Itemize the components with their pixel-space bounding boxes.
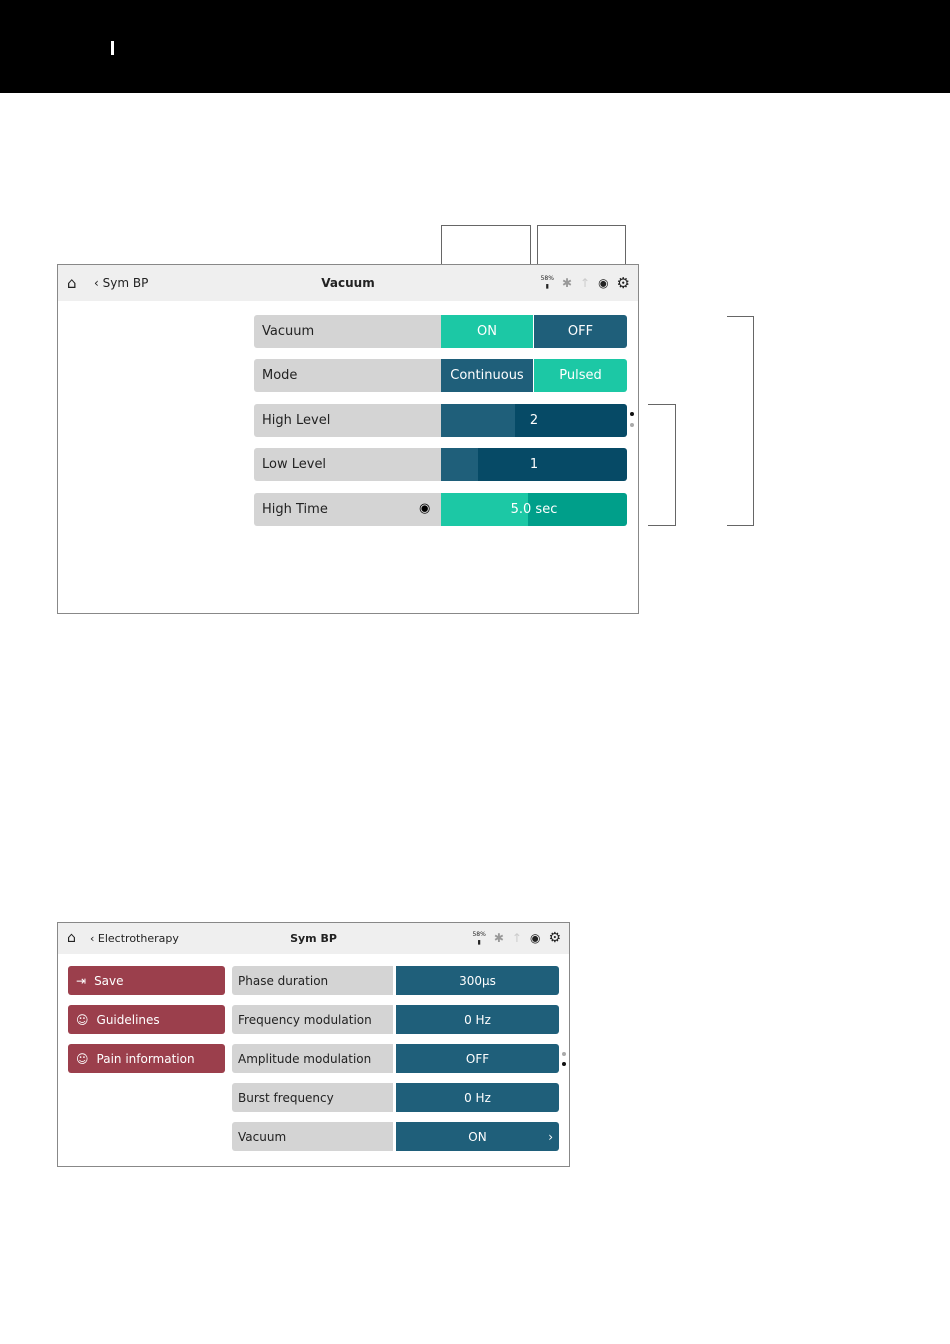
slider-value: 2 — [529, 413, 539, 428]
high-level-slider[interactable]: 2 — [441, 404, 627, 437]
row-label: Frequency modulation — [232, 1005, 393, 1034]
high-level-row: High Level 2 — [254, 404, 627, 437]
usb-icon: ↑ — [580, 276, 591, 290]
row-label: Vacuum — [232, 1122, 393, 1151]
gear-icon[interactable]: ⚙ — [616, 274, 630, 292]
annotation-bracket — [648, 525, 675, 526]
parameter-row: Frequency modulation 0 Hz — [232, 1005, 559, 1034]
slider-value: 5.0 sec — [510, 502, 558, 517]
bluetooth-icon: ✱ — [493, 931, 504, 945]
back-label: Electrotherapy — [97, 932, 179, 945]
low-level-slider[interactable]: 1 — [441, 448, 627, 481]
slider-fill — [441, 404, 516, 437]
page-dot[interactable] — [562, 1052, 566, 1056]
home-icon[interactable]: ⌂ — [67, 274, 77, 292]
annotation-line — [441, 225, 531, 226]
slider-fill — [441, 448, 479, 481]
parameter-value-button[interactable]: OFF — [396, 1044, 559, 1073]
annotation-bracket — [727, 316, 753, 317]
status-icons: 58% ▮ ✱ ↑ ◉ ⚙ — [472, 923, 561, 954]
header-bar: ⌂ ‹ Sym BP Vacuum 58% ▮ ✱ ↑ ◉ ⚙ — [58, 265, 638, 301]
guidelines-icon: ☺ — [76, 1012, 89, 1027]
vacuum-off-button[interactable]: OFF — [534, 315, 627, 348]
top-black-bar — [0, 0, 950, 93]
button-label: Guidelines — [96, 1012, 160, 1027]
bluetooth-icon: ✱ — [561, 276, 572, 290]
mode-continuous-button[interactable]: Continuous — [441, 359, 533, 392]
row-label: Vacuum — [254, 315, 441, 348]
page-title: Sym BP — [290, 932, 337, 945]
row-label: Low Level — [254, 448, 441, 481]
back-label: Sym BP — [102, 276, 149, 290]
guidelines-button[interactable]: ☺ Guidelines — [68, 1005, 225, 1034]
annotation-bracket — [753, 316, 754, 526]
back-link[interactable]: ‹ Electrotherapy — [90, 932, 179, 945]
mode-row: Mode Continuous Pulsed — [254, 359, 627, 392]
parameter-value-button[interactable]: 300µs — [396, 966, 559, 995]
low-level-row: Low Level 1 — [254, 448, 627, 481]
value-text: ON — [468, 1129, 487, 1144]
save-icon: ⇥ — [76, 973, 87, 988]
row-label: High Level — [254, 404, 441, 437]
status-icons: 58% ▮ ✱ ↑ ◉ ⚙ — [541, 265, 630, 301]
value-text: 300µs — [459, 973, 496, 988]
row-label: Burst frequency — [232, 1083, 393, 1112]
annotation-bracket — [727, 525, 753, 526]
row-label: Phase duration — [232, 966, 393, 995]
vacuum-toggle-row: Vacuum ON OFF — [254, 315, 627, 348]
text-cursor — [111, 41, 114, 55]
home-icon[interactable]: ⌂ — [67, 930, 76, 946]
vacuum-on-button[interactable]: ON — [441, 315, 533, 348]
high-time-row: High Time ◉ 5.0 sec — [254, 493, 627, 526]
battery-icon: 58% ▮ — [540, 275, 554, 290]
usb-icon: ↑ — [511, 931, 522, 945]
value-text: OFF — [465, 1051, 490, 1066]
battery-icon: 58% ▮ — [472, 930, 486, 946]
save-button[interactable]: ⇥ Save — [68, 966, 225, 995]
parameter-value-button[interactable]: ON › — [396, 1122, 559, 1151]
chevron-right-icon: › — [548, 1129, 553, 1144]
camera-icon[interactable]: ◉ — [529, 931, 541, 945]
back-link[interactable]: ‹ Sym BP — [94, 276, 149, 290]
parameter-value-button[interactable]: 0 Hz — [396, 1083, 559, 1112]
parameter-row: Amplitude modulation OFF — [232, 1044, 559, 1073]
slider-fill — [441, 493, 529, 526]
page-dot-active[interactable] — [630, 412, 634, 416]
parameter-row: Vacuum ON › — [232, 1122, 559, 1151]
annotation-line — [537, 225, 538, 295]
high-time-slider[interactable]: 5.0 sec — [441, 493, 627, 526]
annotation-bracket — [675, 404, 676, 526]
mode-pulsed-button[interactable]: Pulsed — [534, 359, 627, 392]
parameter-value-button[interactable]: 0 Hz — [396, 1005, 559, 1034]
camera-icon[interactable]: ◉ — [598, 276, 609, 290]
annotation-line — [537, 225, 626, 226]
button-label: Pain information — [96, 1051, 195, 1066]
row-label: Mode — [254, 359, 441, 392]
parameter-row: Burst frequency 0 Hz — [232, 1083, 559, 1112]
gear-icon[interactable]: ⚙ — [548, 930, 561, 946]
header-bar: ⌂ ‹ Electrotherapy Sym BP 58% ▮ ✱ ↑ ◉ ⚙ — [58, 923, 569, 954]
row-label: High Time — [254, 493, 441, 526]
annotation-bracket — [648, 404, 675, 405]
sun-icon: ◉ — [419, 501, 431, 516]
button-label: Save — [94, 973, 124, 988]
page-dot-active[interactable] — [562, 1062, 566, 1066]
page-dot[interactable] — [630, 423, 634, 427]
value-text: 0 Hz — [464, 1090, 491, 1105]
pain-info-icon: ☺ — [76, 1051, 89, 1066]
row-label: Amplitude modulation — [232, 1044, 393, 1073]
value-text: 0 Hz — [464, 1012, 491, 1027]
parameter-row: Phase duration 300µs — [232, 966, 559, 995]
pain-information-button[interactable]: ☺ Pain information — [68, 1044, 225, 1073]
slider-value: 1 — [529, 457, 539, 472]
page-title: Vacuum — [321, 276, 375, 290]
